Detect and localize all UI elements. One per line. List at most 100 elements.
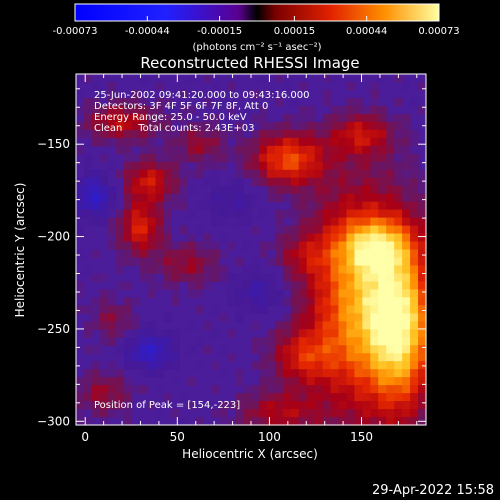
heatmap-cell [386,233,395,243]
heatmap-cell [298,257,308,267]
heatmap-cell [83,129,93,139]
heatmap-cell [266,177,276,187]
heatmap-cell [386,145,395,155]
heatmap-cell [330,257,340,267]
heatmap-cell [123,145,133,155]
heatmap-cell [362,289,371,298]
heatmap-cell [314,257,324,267]
heatmap-cell [131,257,141,267]
heatmap-cell [298,233,308,243]
heatmap-cell [282,297,292,306]
heatmap-cell [83,97,93,107]
heatmap-cell [187,169,196,179]
heatmap-cell [274,121,284,131]
heatmap-cell [83,169,93,179]
heatmap-cell [370,369,379,378]
heatmap-cell [330,169,340,179]
heatmap-cell [147,273,157,283]
heatmap-cell [370,145,379,155]
heatmap-cell [282,209,292,219]
heatmap-cell [378,393,387,402]
heatmap-cell [346,113,355,123]
heatmap-cell [243,417,252,426]
heatmap-cell [83,329,93,338]
heatmap-cell [258,241,268,251]
heatmap-cell [179,257,188,267]
heatmap-cell [123,177,133,187]
heatmap-cell [123,401,133,410]
heatmap-cell [251,89,260,99]
heatmap-cell [266,297,276,306]
heatmap-cell [155,153,165,163]
heatmap-cell [346,369,355,378]
heatmap-cell [187,257,196,267]
heatmap-cell [171,153,180,163]
heatmap-cell [298,385,308,394]
heatmap-cell [91,273,101,283]
heatmap-cell [354,177,363,187]
heatmap-cell [266,329,276,338]
heatmap-cell [179,249,188,259]
heatmap-cell [370,321,379,330]
heatmap-cell [338,241,348,251]
colorbar-tick-label: 0.00073 [418,26,459,37]
heatmap-cell [243,273,252,283]
heatmap-cell [139,385,149,394]
heatmap-cell [346,185,355,195]
heatmap-cell [155,97,165,107]
heatmap-cell [179,129,188,139]
heatmap-cell [298,409,308,418]
heatmap-cell [155,225,165,235]
heatmap-cell [251,281,260,290]
heatmap-cell [243,393,252,402]
heatmap-cell [139,241,149,251]
heatmap-cell [266,153,276,163]
heatmap-cell [386,417,395,426]
heatmap-cell [346,81,355,91]
heatmap-cell [179,225,188,235]
heatmap-cell [346,105,355,115]
heatmap-cell [147,177,157,187]
heatmap-cell [282,81,292,91]
heatmap-cell [362,137,371,147]
heatmap-cell [147,345,157,354]
heatmap-cell [362,369,371,378]
heatmap-cell [362,225,371,235]
heatmap-cell [298,113,308,123]
heatmap-cell [211,241,220,251]
heatmap-cell [83,393,93,402]
heatmap-cell [322,289,332,298]
heatmap-cell [370,385,379,394]
heatmap-cell [306,145,316,155]
heatmap-cell [107,201,117,211]
heatmap-cell [394,273,403,283]
heatmap-cell [107,185,117,195]
heatmap-cell [314,321,324,330]
heatmap-cell [131,249,141,259]
heatmap-cell [314,281,324,290]
heatmap-cell [338,321,348,330]
heatmap-cell [107,313,117,322]
heatmap-cell [258,369,268,378]
heatmap-cell [83,265,93,275]
heatmap-cell [91,313,101,322]
heatmap-cell [227,401,236,410]
heatmap-cell [139,273,149,283]
heatmap-cell [258,281,268,290]
heatmap-cell [346,233,355,243]
heatmap-cell [99,321,109,330]
heatmap-cell [362,385,371,394]
heatmap-cell [306,169,316,179]
heatmap-cell [107,233,117,243]
heatmap-cell [235,169,244,179]
heatmap-cell [370,241,379,251]
heatmap-cell [243,297,252,306]
heatmap-cell [282,121,292,131]
heatmap-cell [354,193,363,203]
heatmap-cell [394,177,403,187]
heatmap-cell [338,273,348,283]
heatmap-cell [322,217,332,227]
heatmap-cell [282,233,292,243]
heatmap-cell [195,361,204,370]
heatmap-cell [322,153,332,163]
